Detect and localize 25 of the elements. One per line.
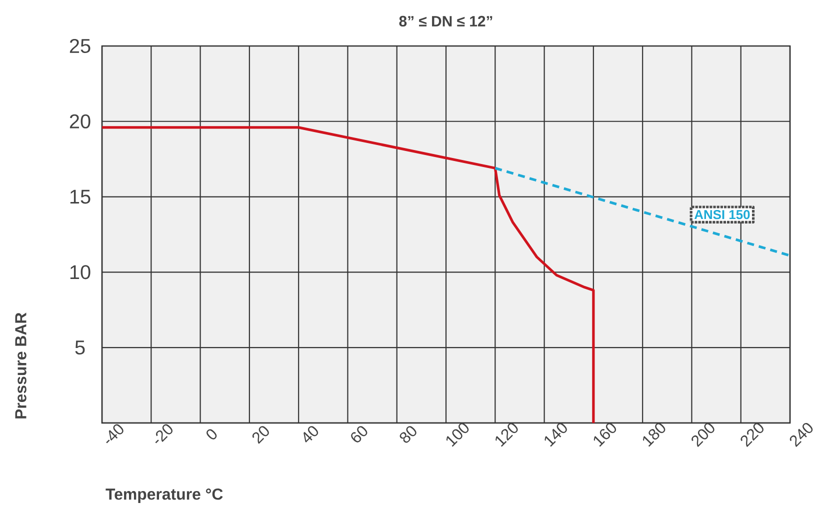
x-tick-label: 80 (400, 426, 416, 443)
x-tick-label: 120 (496, 422, 518, 447)
x-tick-label: 240 (790, 422, 813, 448)
x-tick-label: 200 (692, 422, 714, 448)
x-tick-label: -40 (106, 424, 124, 444)
series-label: ANSI 150 (694, 210, 750, 220)
x-tick-label: 60 (351, 426, 368, 442)
x-tick-label: 0 (206, 429, 217, 440)
y-tick-label: 25 (70, 38, 90, 54)
y-tick-label: 15 (70, 190, 90, 204)
x-tick-label: 160 (594, 422, 616, 447)
x-tick-label: 100 (446, 422, 469, 447)
line-series (102, 126, 595, 423)
x-tick-label: 220 (740, 422, 764, 448)
y-tick-label: 20 (70, 114, 90, 128)
y-tick-label: 10 (70, 265, 90, 280)
x-axis-title: Temperature °C (106, 488, 223, 503)
x-tick-label: 40 (304, 426, 318, 442)
x-tick-label: 140 (544, 422, 567, 447)
chart-title: 8” ≤ DN ≤ 12” (399, 16, 492, 26)
x-tick-label: -20 (155, 424, 173, 444)
y-tick-label: 5 (75, 340, 85, 355)
x-tick-label: 180 (642, 422, 666, 447)
y-axis-title: Pressure BAR (15, 312, 26, 418)
x-tick-label: 20 (252, 426, 269, 444)
